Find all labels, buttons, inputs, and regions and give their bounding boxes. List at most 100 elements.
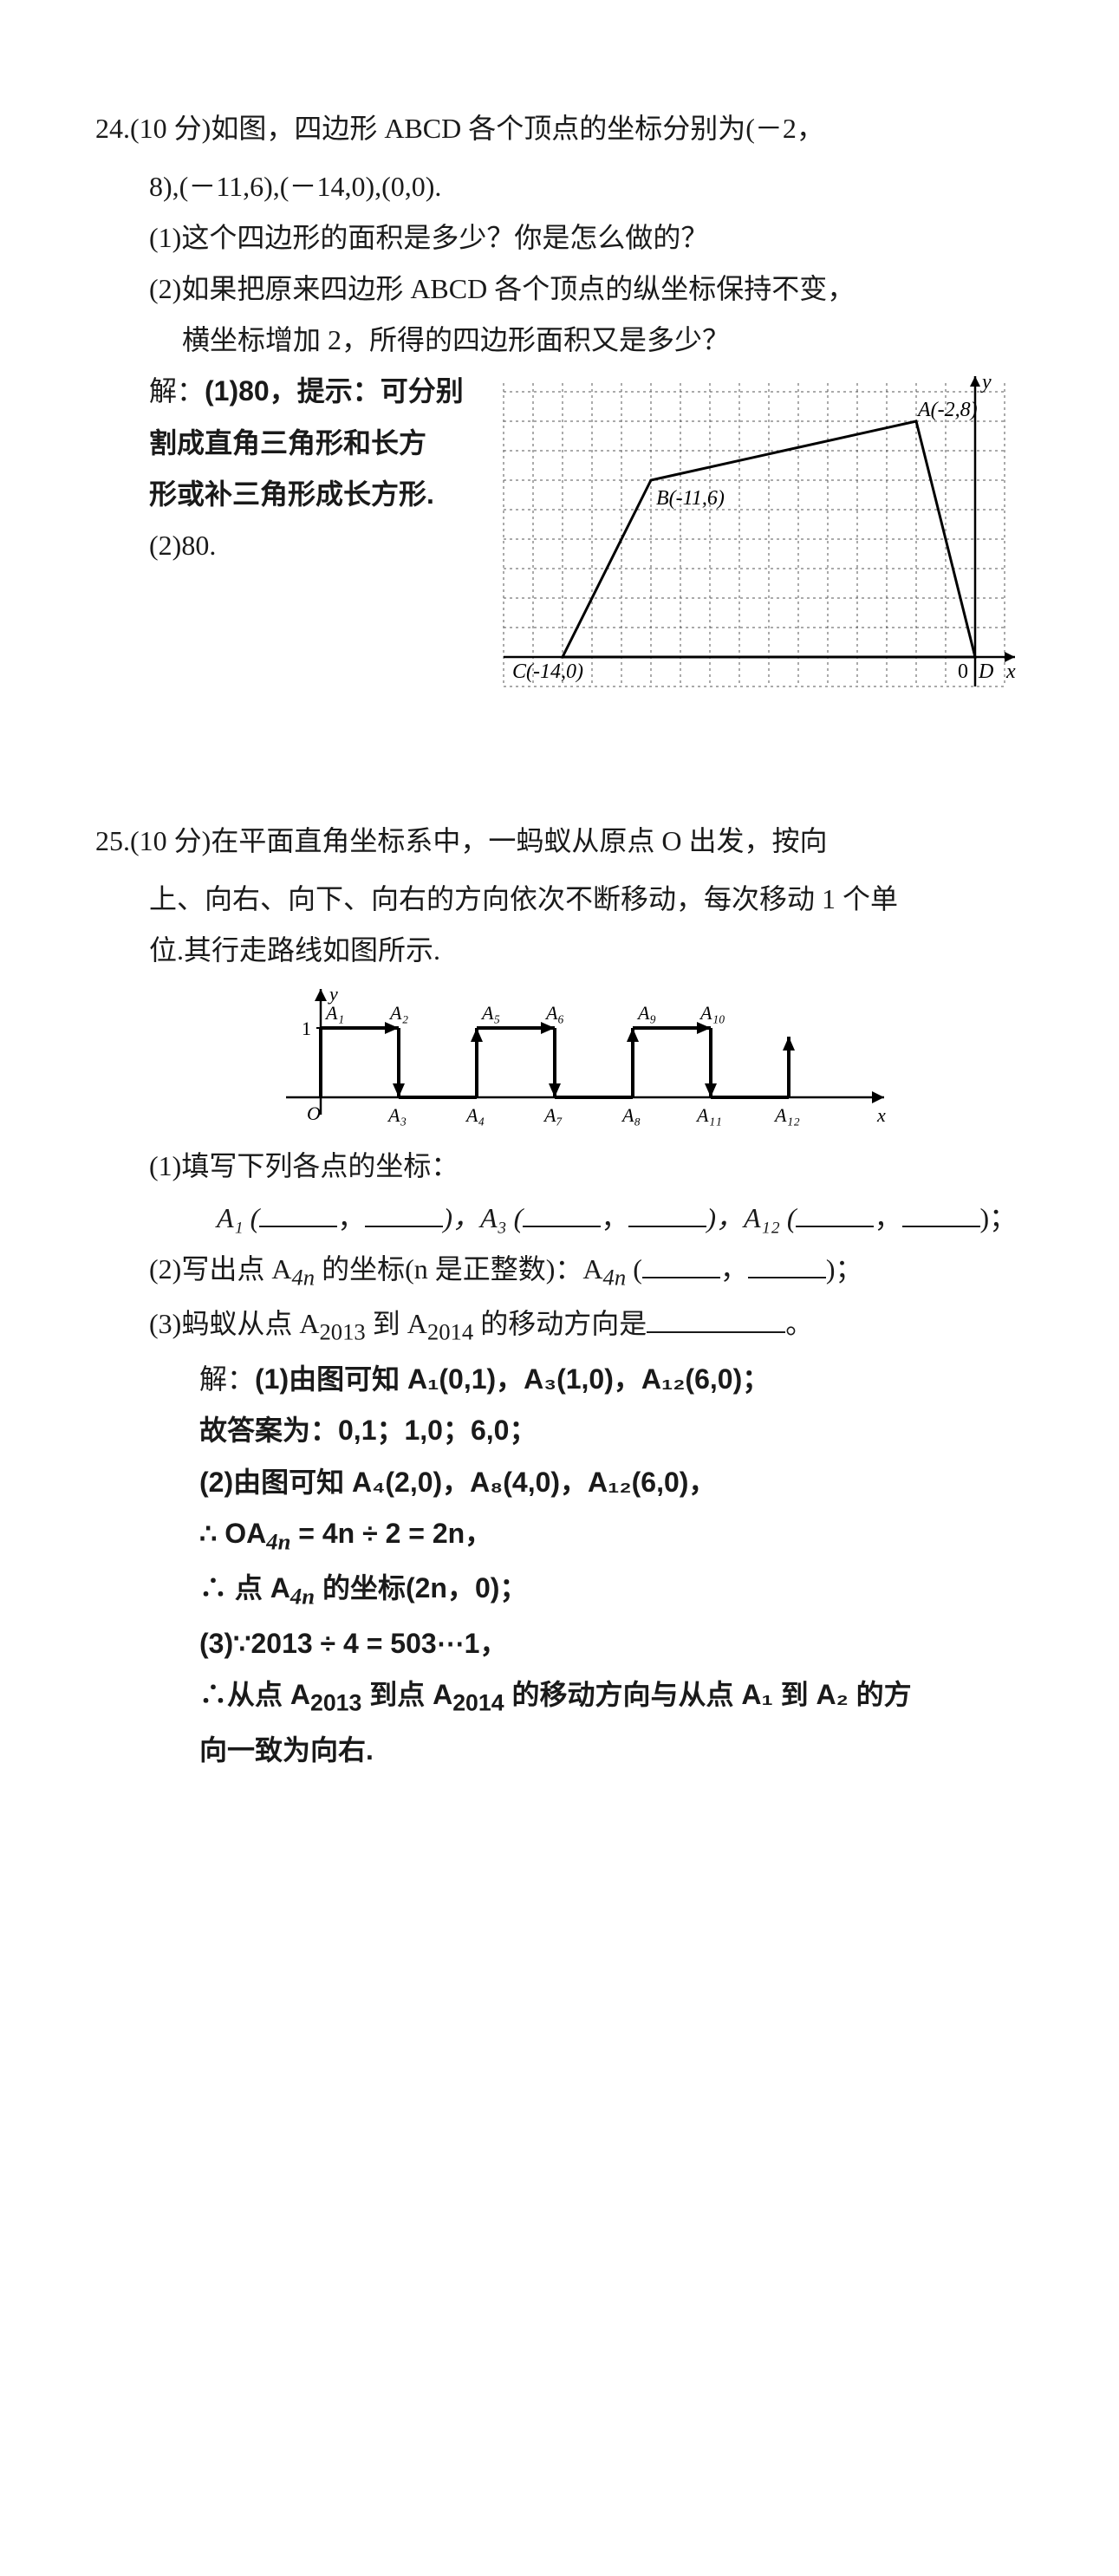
blank bbox=[647, 1300, 785, 1333]
problem-number: 24. bbox=[95, 113, 130, 144]
pt-a9: A₉ bbox=[636, 1002, 656, 1024]
sub-4n: 4n bbox=[290, 1584, 315, 1610]
blank bbox=[365, 1194, 443, 1226]
sol1b: 故答案为：0,1；1,0；6,0； bbox=[95, 1405, 1024, 1456]
sol3a: (3)∵2013 ÷ 4 = 503⋯1， bbox=[95, 1618, 1024, 1669]
pt-a1: A₁ bbox=[324, 1002, 344, 1024]
q1-a1: A₁ ( bbox=[217, 1202, 259, 1233]
sol1a: (1)由图可知 A₁(0,1)，A₃(1,0)，A₁₂(6,0)； bbox=[255, 1363, 770, 1395]
sol2c-line: ∴ 点 A4n 的坐标(2n，0)； bbox=[95, 1563, 1024, 1618]
sol3c: 向一致为向右. bbox=[95, 1725, 1024, 1776]
sub-4n: 4n bbox=[266, 1528, 290, 1554]
sub-2013: 2013 bbox=[310, 1690, 361, 1716]
stem-text: 如图，四边形 ABCD 各个顶点的坐标分别为(－2， bbox=[211, 113, 824, 144]
sub-2014: 2014 bbox=[452, 1690, 504, 1716]
q1-a3: )，A₃ ( bbox=[443, 1202, 523, 1233]
comma: ， bbox=[874, 1202, 901, 1233]
stem-line-3: 位.其行走路线如图所示. bbox=[95, 925, 1024, 976]
problem-points: (10 分) bbox=[130, 825, 211, 856]
problem-24: 24.(10 分)如图，四边形 ABCD 各个顶点的坐标分别为(－2， 8),(… bbox=[95, 104, 1024, 712]
sol1-line2: 割成直角三角形和长方 bbox=[149, 418, 486, 469]
x-label: x bbox=[876, 1104, 886, 1126]
q2-sub2: 4n bbox=[603, 1264, 627, 1290]
q1-text: (1)填写下列各点的坐标： bbox=[95, 1141, 1024, 1192]
ant-diagram-wrap: y x O 1 A₁ A₂ A₅ A₆ A₉ A₁₀ A₃ A₄ A₇ A₈ A… bbox=[95, 976, 1024, 1141]
q2c: ( bbox=[626, 1253, 642, 1285]
sol2: (2)80. bbox=[149, 520, 486, 571]
sol1-line3: 形或补三角形成长方形. bbox=[149, 469, 486, 520]
sol2c: ∴ 点 A bbox=[199, 1572, 290, 1603]
q2a: (2)写出点 A bbox=[149, 1253, 291, 1285]
solution-line1: 解：(1)80，提示：可分别 bbox=[149, 366, 486, 417]
blank bbox=[642, 1245, 720, 1278]
chart-labels: A(-2,8) B(-11,6) C(-14,0) D 0 x y bbox=[512, 371, 1016, 683]
q1-a12: )，A₁₂ ( bbox=[706, 1202, 796, 1233]
close: )； bbox=[980, 1202, 1018, 1233]
stem-line-2: 上、向右、向下、向右的方向依次不断移动，每次移动 1 个单 bbox=[95, 874, 1024, 925]
pt-a2: A₂ bbox=[388, 1002, 408, 1024]
one-label: 1 bbox=[302, 1018, 311, 1039]
comma: ， bbox=[720, 1253, 748, 1285]
solution-row: 解：(1)80，提示：可分别 割成直角三角形和长方 形或补三角形成长方形. (2… bbox=[95, 366, 1024, 712]
ant-diagram-svg: y x O 1 A₁ A₂ A₅ A₆ A₉ A₁₀ A₃ A₄ A₇ A₈ A… bbox=[269, 976, 901, 1141]
sol1-line1: (1)80，提示：可分别 bbox=[205, 375, 464, 407]
chart-svg: A(-2,8) B(-11,6) C(-14,0) D 0 x y bbox=[486, 366, 1024, 712]
blank bbox=[628, 1194, 706, 1226]
question-2-line1: (2)如果把原来四边形 ABCD 各个顶点的纵坐标保持不变， bbox=[95, 263, 1024, 315]
question-2-line2: 横坐标增加 2，所得的四边形面积又是多少？ bbox=[95, 315, 1024, 366]
solution-prefix: 解： bbox=[149, 375, 205, 407]
pt-a10: A₁₀ bbox=[699, 1002, 725, 1024]
pt-a12: A₁₂ bbox=[773, 1104, 800, 1126]
diagram-labels: y x O 1 A₁ A₂ A₅ A₆ A₉ A₁₀ A₃ A₄ A₇ A₈ A… bbox=[302, 983, 886, 1126]
grid bbox=[504, 383, 1006, 686]
solution-prefix: 解： bbox=[199, 1363, 255, 1395]
pt-a8: A₈ bbox=[621, 1104, 641, 1126]
sol2a: (2)由图可知 A₄(2,0)，A₈(4,0)，A₁₂(6,0)， bbox=[95, 1457, 1024, 1508]
problem-number: 25. bbox=[95, 825, 130, 856]
problem-25-stem: 25.(10 分)在平面直角坐标系中，一蚂蚁从原点 O 出发，按向 bbox=[95, 816, 1024, 867]
label-B: B(-11,6) bbox=[656, 487, 725, 510]
comma: ， bbox=[337, 1202, 365, 1233]
q3-sub1: 2013 bbox=[319, 1319, 365, 1345]
blank bbox=[796, 1194, 874, 1226]
label-D: D bbox=[978, 660, 993, 683]
q2b: 的坐标(n 是正整数)：A bbox=[315, 1253, 602, 1285]
q3c: 的移动方向是 bbox=[473, 1308, 647, 1339]
period: 。 bbox=[785, 1308, 813, 1339]
q3-sub2: 2014 bbox=[427, 1319, 473, 1345]
y-axis-label: y bbox=[980, 371, 992, 394]
origin-label: O bbox=[307, 1103, 321, 1124]
sol2b: ∴ OA bbox=[199, 1518, 266, 1549]
q3b: 到 A bbox=[366, 1308, 427, 1339]
sol3bend: 的移动方向与从点 A₁ 到 A₂ 的方 bbox=[504, 1679, 912, 1710]
label-A: A(-2,8) bbox=[916, 399, 978, 421]
close: )； bbox=[826, 1253, 863, 1285]
q2-line: (2)写出点 A4n 的坐标(n 是正整数)：A4n (，)； bbox=[95, 1244, 1024, 1299]
pt-a7: A₇ bbox=[543, 1104, 563, 1126]
sol2b-line: ∴ OA4n = 4n ÷ 2 = 2n， bbox=[95, 1508, 1024, 1564]
q2-sub: 4n bbox=[291, 1264, 315, 1290]
blank bbox=[523, 1194, 601, 1226]
solution-text-block: 解：(1)80，提示：可分别 割成直角三角形和长方 形或补三角形成长方形. (2… bbox=[149, 366, 486, 571]
pt-a6: A₆ bbox=[544, 1002, 564, 1024]
origin-label: 0 bbox=[958, 660, 968, 683]
pt-a11: A₁₁ bbox=[695, 1104, 722, 1126]
pt-a5: A₅ bbox=[480, 1002, 500, 1024]
comma: ， bbox=[601, 1202, 628, 1233]
sol3b-line: ∴从点 A2013 到点 A2014 的移动方向与从点 A₁ 到 A₂ 的方 bbox=[95, 1669, 1024, 1725]
sol2beq: = 4n ÷ 2 = 2n， bbox=[290, 1518, 492, 1549]
blank bbox=[259, 1194, 337, 1226]
sol3b: ∴从点 A bbox=[199, 1679, 310, 1710]
problem-24-stem: 24.(10 分)如图，四边形 ABCD 各个顶点的坐标分别为(－2， bbox=[95, 104, 1024, 154]
blank bbox=[748, 1245, 826, 1278]
q3a: (3)蚂蚁从点 A bbox=[149, 1308, 319, 1339]
axes bbox=[504, 376, 1015, 686]
problem-points: (10 分) bbox=[130, 113, 211, 144]
coordinate-chart: A(-2,8) B(-11,6) C(-14,0) D 0 x y bbox=[486, 366, 1024, 712]
q1-blanks: A₁ ( ， )，A₃ ( ， )，A₁₂ ( ， )； bbox=[95, 1193, 1024, 1244]
question-1: (1)这个四边形的面积是多少？你是怎么做的？ bbox=[95, 212, 1024, 263]
sol-line-1: 解：(1)由图可知 A₁(0,1)，A₃(1,0)，A₁₂(6,0)； bbox=[95, 1354, 1024, 1405]
pt-a4: A₄ bbox=[465, 1104, 485, 1126]
stem-line-2: 8),(－11,6),(－14,0),(0,0). bbox=[95, 161, 1024, 212]
q3-line: (3)蚂蚁从点 A2013 到 A2014 的移动方向是 。 bbox=[95, 1298, 1024, 1354]
